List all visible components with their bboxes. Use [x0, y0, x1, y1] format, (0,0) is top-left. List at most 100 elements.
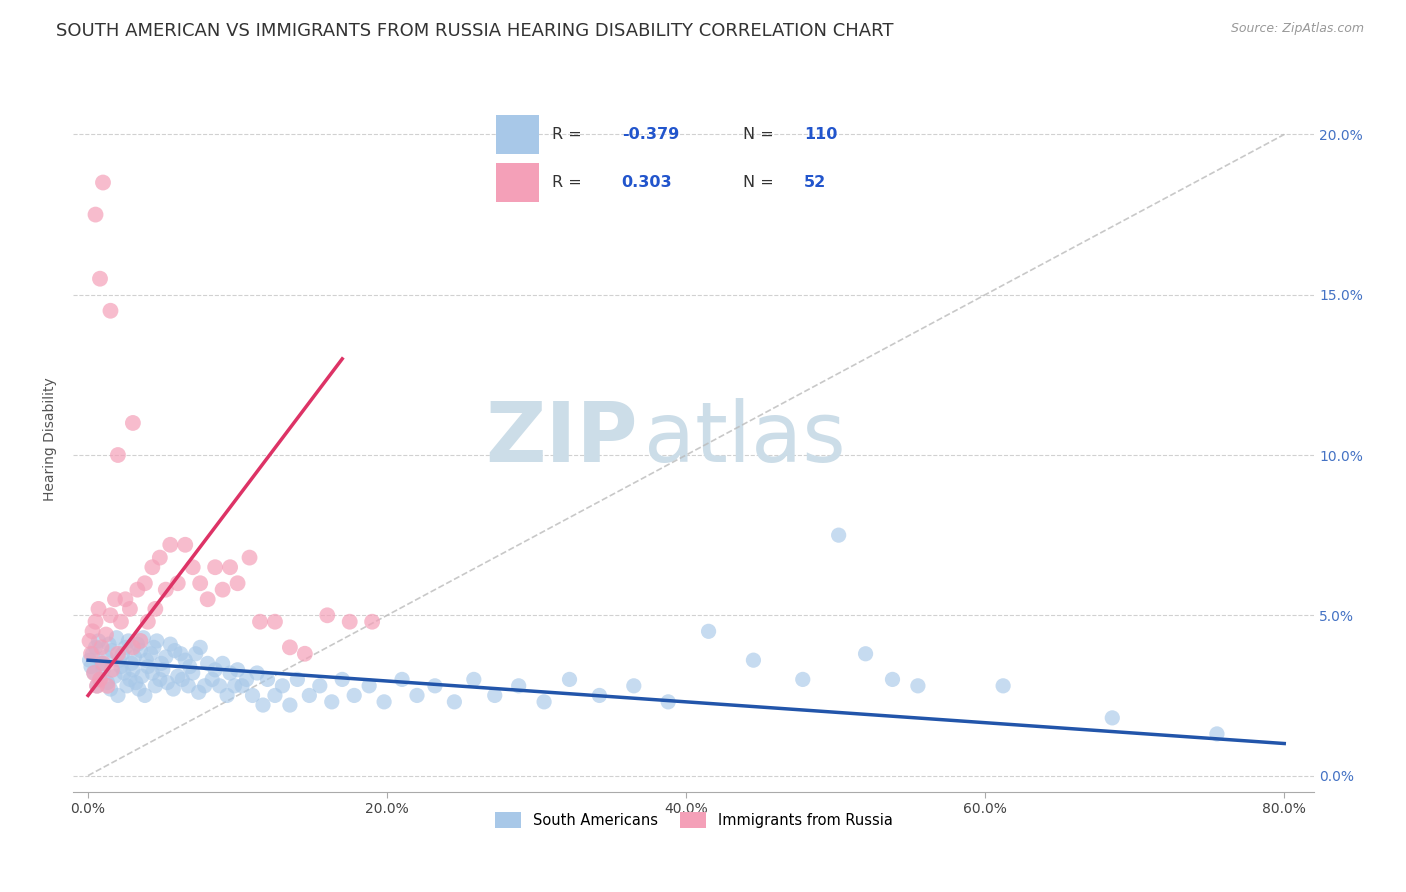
Point [129, 643, 152, 657]
Point [226, 663, 249, 677]
Point [136, 659, 159, 673]
Point [149, 673, 172, 687]
Point [110, 615, 132, 629]
Point [211, 582, 233, 597]
Text: SOUTH AMERICAN VS IMMIGRANTS FROM RUSSIA HEARING DISABILITY CORRELATION CHART: SOUTH AMERICAN VS IMMIGRANTS FROM RUSSIA… [56, 22, 894, 40]
Point [94, 627, 117, 641]
Point [114, 640, 136, 655]
Point [204, 663, 226, 677]
Point [107, 647, 129, 661]
Point [107, 448, 129, 462]
Point [118, 673, 141, 687]
Point [101, 663, 124, 677]
Point [82, 624, 104, 639]
Point [120, 657, 142, 671]
Point [219, 665, 242, 680]
Point [188, 640, 211, 655]
Point [91, 176, 114, 190]
Point [105, 631, 128, 645]
Point [208, 679, 231, 693]
Point [1206, 727, 1229, 741]
Point [98, 637, 121, 651]
Point [80, 647, 103, 661]
Point [181, 665, 204, 680]
Point [150, 657, 173, 671]
Point [80, 659, 103, 673]
Point [108, 653, 131, 667]
Point [143, 602, 166, 616]
Point [86, 679, 108, 693]
Point [89, 271, 111, 285]
Point [184, 647, 207, 661]
Point [118, 602, 141, 616]
Point [991, 679, 1014, 693]
Point [79, 653, 101, 667]
Point [256, 673, 278, 687]
Point [217, 689, 239, 703]
Point [406, 689, 429, 703]
Point [155, 650, 177, 665]
Point [91, 657, 114, 671]
Point [174, 538, 197, 552]
Point [219, 560, 242, 574]
Point [697, 624, 720, 639]
Point [316, 608, 339, 623]
Point [181, 560, 204, 574]
Point [114, 592, 136, 607]
Point [238, 550, 260, 565]
Point [391, 673, 413, 687]
Point [104, 669, 127, 683]
Point [100, 681, 122, 696]
Point [172, 673, 194, 687]
Point [84, 208, 107, 222]
Point [231, 679, 253, 693]
Point [359, 679, 381, 693]
Point [87, 634, 110, 648]
Point [197, 592, 219, 607]
Point [122, 663, 145, 677]
Point [104, 592, 127, 607]
Point [89, 673, 111, 687]
Point [132, 631, 155, 645]
Point [242, 689, 264, 703]
Point [343, 689, 366, 703]
Point [339, 615, 361, 629]
Point [134, 576, 156, 591]
Point [125, 675, 148, 690]
Point [110, 659, 132, 673]
Point [463, 673, 485, 687]
Point [162, 681, 184, 696]
Point [90, 657, 112, 671]
Point [235, 673, 257, 687]
Point [623, 679, 645, 693]
Point [115, 679, 138, 693]
Point [124, 650, 146, 665]
Point [423, 679, 446, 693]
Point [508, 679, 530, 693]
Point [321, 695, 343, 709]
Point [187, 685, 209, 699]
Point [177, 679, 200, 693]
Point [533, 695, 555, 709]
Legend: South Americans, Immigrants from Russia: South Americans, Immigrants from Russia [489, 806, 898, 834]
Point [143, 679, 166, 693]
Point [96, 679, 118, 693]
Point [159, 637, 181, 651]
Point [156, 675, 179, 690]
Point [443, 695, 465, 709]
Point [308, 679, 330, 693]
Point [827, 528, 849, 542]
Point [94, 650, 117, 665]
Point [135, 653, 157, 667]
Point [152, 663, 174, 677]
Point [166, 576, 188, 591]
Point [246, 665, 269, 680]
Point [136, 615, 159, 629]
Point [249, 615, 271, 629]
Point [170, 647, 193, 661]
Point [855, 647, 877, 661]
Point [79, 634, 101, 648]
Point [100, 608, 122, 623]
Point [742, 653, 765, 667]
Point [179, 659, 201, 673]
